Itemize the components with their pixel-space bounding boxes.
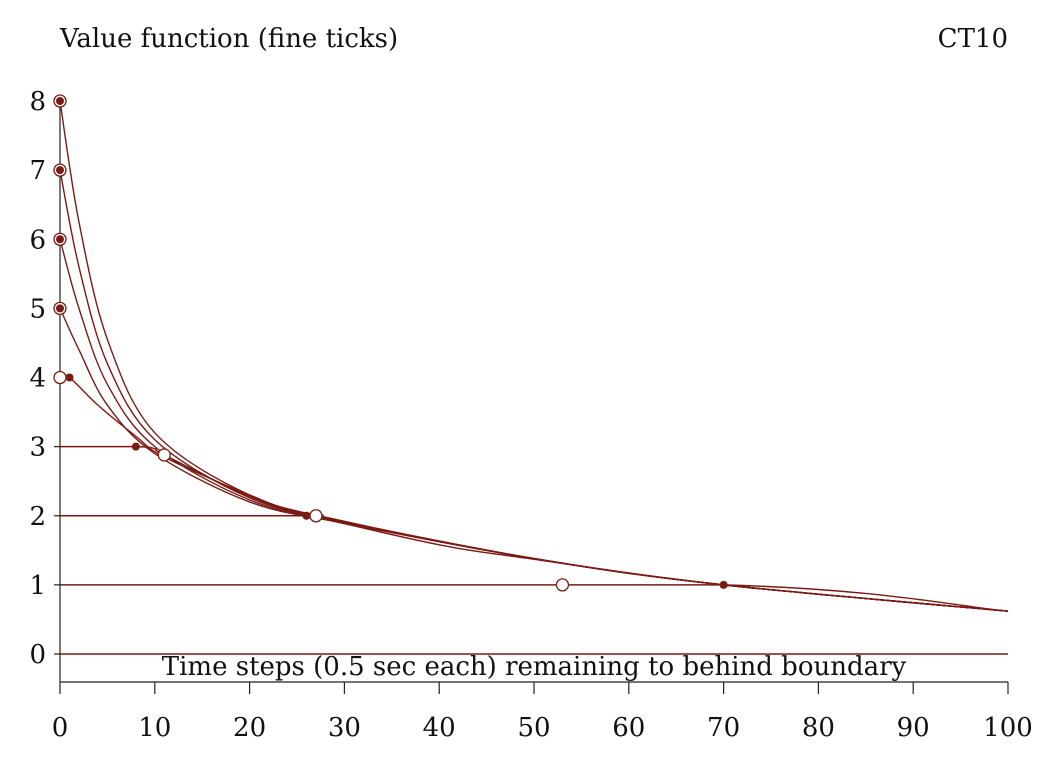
x-tick-label: 40	[423, 713, 456, 743]
x-tick-label: 80	[802, 713, 835, 743]
chart-title: Value function (fine ticks)	[60, 24, 399, 54]
filled-marker	[56, 304, 64, 313]
filled-marker	[56, 166, 64, 175]
value-curve-2	[60, 513, 1009, 612]
value-curve-5	[59, 308, 1009, 612]
open-marker	[53, 370, 67, 385]
x-axis-label: Time steps (0.5 sec each) remaining to b…	[162, 652, 907, 682]
x-tick-label: 10	[138, 713, 171, 743]
x-tick-label: 30	[328, 713, 361, 743]
open-marker	[157, 448, 171, 462]
filled-marker	[56, 235, 64, 244]
filled-marker	[56, 97, 64, 105]
markers	[53, 94, 728, 592]
value-curve-6	[59, 239, 1009, 612]
x-tick-label: 20	[233, 713, 266, 743]
value-curve-4	[60, 376, 1009, 612]
y-tick-label: 4	[29, 364, 46, 394]
value-curve-8	[59, 100, 1009, 612]
y-tick-label: 1	[29, 571, 46, 601]
series-layer	[59, 100, 1009, 655]
y-tick-label: 2	[29, 502, 46, 532]
y-tick-label: 3	[29, 433, 46, 463]
y-tick-label: 8	[29, 87, 46, 117]
filled-marker	[719, 580, 728, 589]
filled-marker	[302, 511, 311, 520]
chart-subtitle: CT10	[937, 24, 1008, 54]
value-curve-7	[59, 169, 1009, 612]
y-tick-label: 0	[29, 640, 46, 670]
x-tick-label: 50	[517, 713, 550, 743]
value-curve-1	[60, 584, 1009, 612]
x-tick-label: 70	[707, 713, 740, 743]
y-tick-label: 6	[29, 225, 46, 255]
filled-marker	[131, 442, 140, 451]
x-tick-label: 100	[983, 713, 1033, 743]
filled-marker	[65, 373, 74, 382]
y-tick-label: 7	[29, 156, 46, 186]
y-tick-label: 5	[29, 294, 46, 324]
value-curve-3	[60, 445, 1009, 612]
x-tick-label: 0	[52, 713, 69, 743]
x-tick-label: 60	[612, 713, 645, 743]
x-tick-label: 90	[897, 713, 930, 743]
open-marker	[309, 509, 323, 523]
open-marker	[555, 578, 570, 592]
